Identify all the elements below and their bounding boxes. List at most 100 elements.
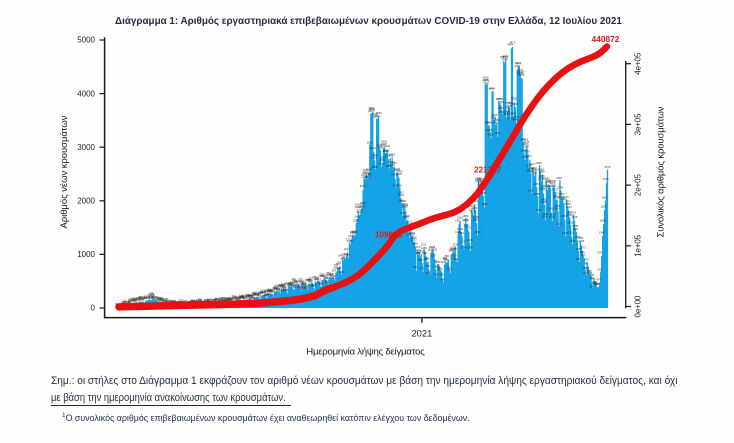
svg-text:2339: 2339 [477,177,483,181]
svg-text:1741: 1741 [570,210,576,214]
svg-text:540: 540 [320,273,325,277]
svg-text:1789: 1789 [554,204,560,208]
svg-text:Ημερομηνία λήψης δείγματος: Ημερομηνία λήψης δείγματος [306,347,425,358]
svg-text:4000: 4000 [77,89,95,98]
svg-text:116: 116 [154,296,159,300]
svg-text:72: 72 [171,299,174,303]
svg-text:104: 104 [133,297,138,301]
svg-text:52: 52 [123,299,126,303]
svg-text:420: 420 [285,282,290,286]
svg-text:-1: -1 [115,302,118,306]
svg-text:985: 985 [580,250,585,254]
svg-text:2604: 2604 [526,164,532,168]
svg-text:0e+00: 0e+00 [634,295,643,318]
svg-text:1522: 1522 [556,221,562,225]
svg-text:155: 155 [250,295,255,299]
svg-text:3740: 3740 [512,102,518,106]
svg-text:3591: 3591 [368,106,374,110]
svg-text:528: 528 [320,274,325,278]
svg-text:474: 474 [298,277,303,281]
svg-text:134: 134 [156,295,161,299]
svg-text:488: 488 [324,276,329,280]
svg-text:143: 143 [147,296,152,300]
svg-text:148: 148 [148,295,153,299]
svg-text:0: 0 [91,304,96,313]
svg-text:90: 90 [213,298,216,302]
svg-text:143: 143 [240,296,245,300]
svg-text:159: 159 [257,294,262,298]
svg-text:80: 80 [164,299,167,303]
svg-text:100: 100 [237,296,242,300]
svg-text:4442: 4442 [514,64,520,68]
svg-text:175: 175 [246,294,251,298]
svg-text:1780: 1780 [547,207,553,211]
svg-text:758: 758 [335,262,340,266]
svg-text:113: 113 [226,298,231,302]
svg-text:193: 193 [252,292,257,296]
svg-text:35: 35 [123,300,126,304]
svg-text:2370: 2370 [538,177,544,181]
svg-text:2295: 2295 [550,179,556,183]
svg-text:119: 119 [138,296,143,300]
svg-text:1961: 1961 [398,198,404,202]
svg-text:1070: 1070 [414,245,420,249]
svg-text:1616: 1616 [457,216,463,220]
svg-text:2242: 2242 [547,184,553,188]
svg-text:679: 679 [420,267,425,271]
svg-text:68: 68 [217,299,220,303]
svg-text:1885: 1885 [360,201,366,205]
svg-text:4279: 4279 [518,72,524,76]
svg-text:536: 536 [590,273,595,277]
svg-text:3616: 3616 [499,110,505,114]
svg-text:479: 479 [589,276,594,280]
svg-text:57: 57 [169,300,172,304]
svg-text:2276: 2276 [545,177,551,181]
svg-text:91: 91 [211,298,214,302]
svg-text:382: 382 [594,282,599,286]
svg-text:2021: 2021 [563,195,569,199]
svg-text:81: 81 [207,299,210,303]
svg-text:82: 82 [132,298,135,302]
svg-text:2e+05: 2e+05 [634,174,643,197]
svg-text:1059: 1059 [450,245,456,249]
svg-text:2541: 2541 [532,167,538,171]
svg-text:400: 400 [595,282,600,286]
svg-text:3829: 3829 [497,97,503,101]
svg-text:2204: 2204 [543,184,549,188]
svg-text:885: 885 [341,257,346,261]
svg-text:2753: 2753 [371,156,377,160]
svg-text:339: 339 [304,285,309,289]
svg-text:4356: 4356 [517,71,523,75]
svg-text:390: 390 [296,283,301,287]
svg-text:1259: 1259 [575,235,581,239]
svg-text:225: 225 [150,292,155,296]
svg-text:116: 116 [225,297,230,301]
svg-text:3630: 3630 [369,107,375,111]
svg-text:4510: 4510 [515,61,521,65]
svg-text:1824: 1824 [471,206,477,210]
svg-text:141: 141 [149,295,154,299]
svg-text:500: 500 [314,277,319,281]
svg-text:129: 129 [241,294,246,298]
svg-text:316: 316 [274,286,279,290]
svg-text:2960: 2960 [522,142,528,146]
svg-text:195: 195 [149,292,154,296]
svg-text:108: 108 [221,296,226,300]
svg-text:2479: 2479 [363,171,369,175]
svg-text:148: 148 [237,295,242,299]
svg-text:2253: 2253 [549,181,555,185]
svg-text:3621: 3621 [368,109,374,113]
svg-text:1733: 1733 [470,210,476,214]
svg-text:3452: 3452 [494,118,500,122]
svg-text:1801: 1801 [402,205,408,209]
svg-text:1072: 1072 [429,245,435,249]
svg-text:92: 92 [213,298,216,302]
svg-text:198: 198 [255,293,260,297]
svg-text:2509: 2509 [527,167,533,171]
svg-text:110: 110 [139,295,144,299]
svg-text:499: 499 [312,275,317,279]
svg-text:73: 73 [196,299,199,303]
svg-text:2945: 2945 [378,146,384,150]
svg-text:937: 937 [346,253,351,257]
svg-text:85: 85 [204,298,207,302]
